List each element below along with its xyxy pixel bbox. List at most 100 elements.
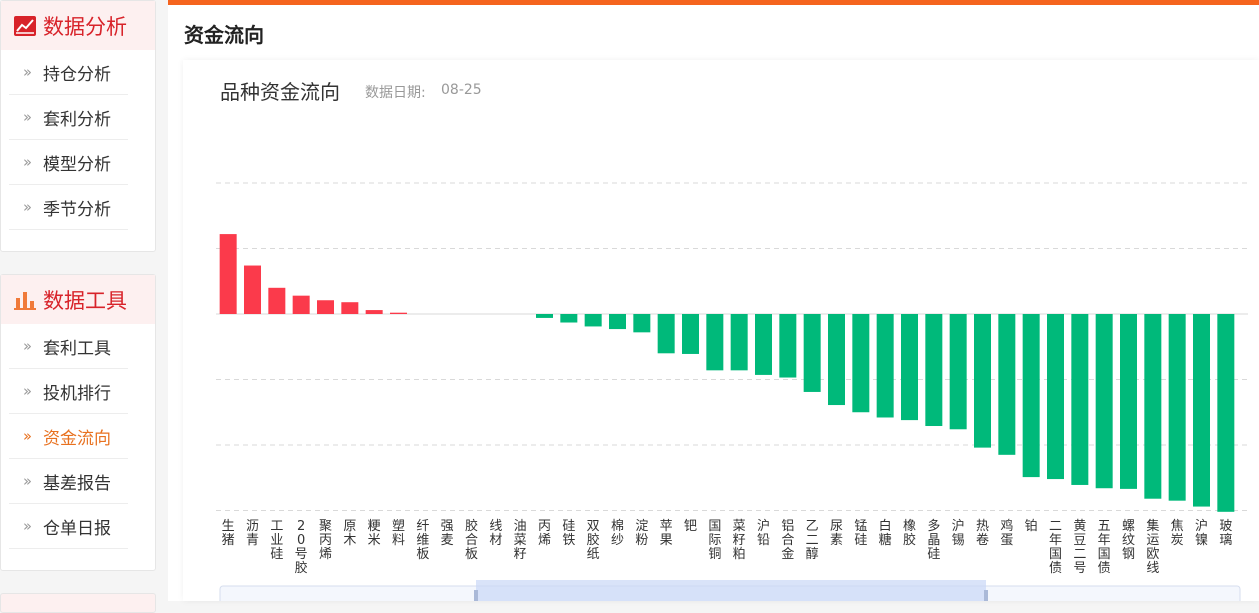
chart-bar[interactable] <box>1193 314 1210 507</box>
sidebar-item-seasonal-analysis[interactable]: ›› 季节分析 <box>9 185 128 230</box>
tools-panel-title: 数据工具 <box>43 288 127 313</box>
sidebar-item-arbitrage-tool[interactable]: ›› 套利工具 <box>9 324 128 369</box>
x-tick-label: 双胶纸 <box>587 519 600 562</box>
x-tick-label: 粳米 <box>368 519 381 548</box>
tools-panel-header: 数据工具 <box>1 275 155 324</box>
chart-bar[interactable] <box>901 314 918 421</box>
chart-bar[interactable] <box>949 314 967 430</box>
chart-bar[interactable] <box>925 314 943 427</box>
zoom-slider-handle-left[interactable] <box>474 590 478 601</box>
zoom-slider-handle-right[interactable] <box>984 590 988 601</box>
line-chart-icon <box>14 15 36 36</box>
double-chevron-icon: ›› <box>23 337 32 355</box>
x-tick-label: 白糖 <box>879 518 892 548</box>
x-tick-label: 热卷 <box>976 519 989 548</box>
analysis-panel: 数据分析 ›› 持仓分析 ›› 套利分析 ›› 模型分析 ›› 季节分析 <box>0 0 156 252</box>
double-chevron-icon: ›› <box>23 63 32 81</box>
chart-bar[interactable] <box>1217 314 1235 512</box>
x-tick-label: 生猪 <box>222 519 235 548</box>
x-tick-label: 钯 <box>684 519 697 534</box>
x-tick-label: 螺纹钢 <box>1122 519 1135 562</box>
chart-bar[interactable] <box>633 314 651 333</box>
chart-bar[interactable] <box>292 295 310 314</box>
page-title: 资金流向 <box>184 23 264 47</box>
x-tick-label: 乙二醇 <box>806 519 819 562</box>
sidebar-item-fund-flow[interactable]: ›› 资金流向 <box>9 414 128 459</box>
main-content: 资金流向 品种资金流向 数据日期: 08-25 生猪 沥青 工业硅 2 0 号胶 聚丙烯 原木… <box>168 0 1259 601</box>
chart-bar[interactable] <box>390 312 407 314</box>
x-tick-label: 原木 <box>343 519 356 548</box>
double-chevron-icon: ›› <box>23 472 32 490</box>
x-tick-label: 五年国债 <box>1098 519 1111 576</box>
chart-bar[interactable] <box>584 314 602 327</box>
chart-bar[interactable] <box>779 314 797 378</box>
chart-bar[interactable] <box>536 314 553 318</box>
chart-bar[interactable] <box>682 314 699 354</box>
x-tick-label: 淀粉 <box>635 519 648 548</box>
chart-bar[interactable] <box>706 314 724 371</box>
sidebar-item-speculation-ranking[interactable]: ›› 投机排行 <box>9 369 128 414</box>
x-tick-label: 玻璃 <box>1219 519 1232 548</box>
x-tick-label: 胶合板 <box>465 518 478 562</box>
chart-bar[interactable] <box>1120 314 1137 489</box>
x-tick-label: 沪锡 <box>952 518 965 548</box>
double-chevron-icon: ›› <box>23 153 32 171</box>
chart-bar[interactable] <box>317 300 334 314</box>
chart-bar[interactable] <box>755 314 772 375</box>
chart-bar[interactable] <box>1168 314 1186 501</box>
date-label: 数据日期: <box>365 85 426 101</box>
sidebar-item-warehouse-daily[interactable]: ›› 仓单日报 <box>9 504 128 549</box>
x-tick-label: 铂 <box>1025 518 1038 534</box>
double-chevron-icon: ›› <box>23 427 32 445</box>
chart-bar[interactable] <box>998 314 1016 455</box>
chart-bar[interactable] <box>657 314 675 354</box>
x-tick-label: 沥青 <box>246 519 259 548</box>
chart-bar[interactable] <box>1022 314 1040 478</box>
sidebar-item-label: 套利工具 <box>43 338 111 359</box>
chart-bar[interactable] <box>974 314 991 448</box>
x-tick-label: 强麦 <box>441 519 454 548</box>
chart-bar[interactable] <box>1071 314 1089 485</box>
double-chevron-icon: ›› <box>23 198 32 216</box>
x-tick-label: 国际铜 <box>708 519 721 562</box>
sidebar-item-position-analysis[interactable]: ›› 持仓分析 <box>9 50 128 95</box>
x-tick-label: 尿素 <box>830 519 843 548</box>
chart-bar[interactable] <box>828 314 845 406</box>
sidebar-item-label: 仓单日报 <box>43 518 111 539</box>
x-tick-label: 线材 <box>489 519 502 548</box>
x-tick-label: 集运欧线 <box>1146 518 1159 576</box>
sidebar: 数据分析 ›› 持仓分析 ›› 套利分析 ›› 模型分析 ›› 季节分析 数据工具 ››… <box>0 0 156 613</box>
tools-panel: 数据工具 ›› 套利工具 ›› 投机排行 ›› 资金流向 ›› 基差报告 ›› 仓单日报 <box>0 274 156 571</box>
chart-bar[interactable] <box>365 310 383 314</box>
chart-bar[interactable] <box>803 314 821 392</box>
sidebar-item-basis-report[interactable]: ›› 基差报告 <box>9 459 128 504</box>
chart-bar[interactable] <box>219 234 237 314</box>
chart-bar[interactable] <box>1095 314 1113 489</box>
bar-chart-icon <box>14 291 36 310</box>
x-tick-label: 工业硅 <box>270 519 283 562</box>
chart-bar[interactable] <box>876 314 894 418</box>
sidebar-item-arbitrage-analysis[interactable]: ›› 套利分析 <box>9 95 128 140</box>
sidebar-item-label: 投机排行 <box>43 383 111 404</box>
chart-bar[interactable] <box>560 314 578 323</box>
chart-bar[interactable] <box>609 314 626 330</box>
chart-title: 品种资金流向 <box>220 80 340 104</box>
zoom-slider-selection[interactable] <box>476 580 986 601</box>
x-tick-label: 鸡蛋 <box>1000 518 1013 548</box>
analysis-panel-title: 数据分析 <box>43 14 127 39</box>
chart-bar[interactable] <box>244 265 261 314</box>
chart-bar[interactable] <box>268 287 286 314</box>
chart-bar[interactable] <box>730 314 748 371</box>
chart-bar[interactable] <box>1047 314 1064 480</box>
x-tick-label: 油菜籽 <box>514 519 527 562</box>
chart-bar[interactable] <box>852 314 870 413</box>
sidebar-item-model-analysis[interactable]: ›› 模型分析 <box>9 140 128 185</box>
x-tick-label: 焦炭 <box>1171 519 1184 548</box>
chart-bar[interactable] <box>341 302 359 314</box>
x-tick-label: 硅铁 <box>562 519 575 548</box>
top-accent-bar <box>168 0 1259 5</box>
x-tick-label: 橡胶 <box>903 519 916 548</box>
chart-bar[interactable] <box>1144 314 1162 499</box>
sidebar-item-label: 基差报告 <box>43 473 111 494</box>
x-tick-label: 菜籽粕 <box>733 519 746 562</box>
